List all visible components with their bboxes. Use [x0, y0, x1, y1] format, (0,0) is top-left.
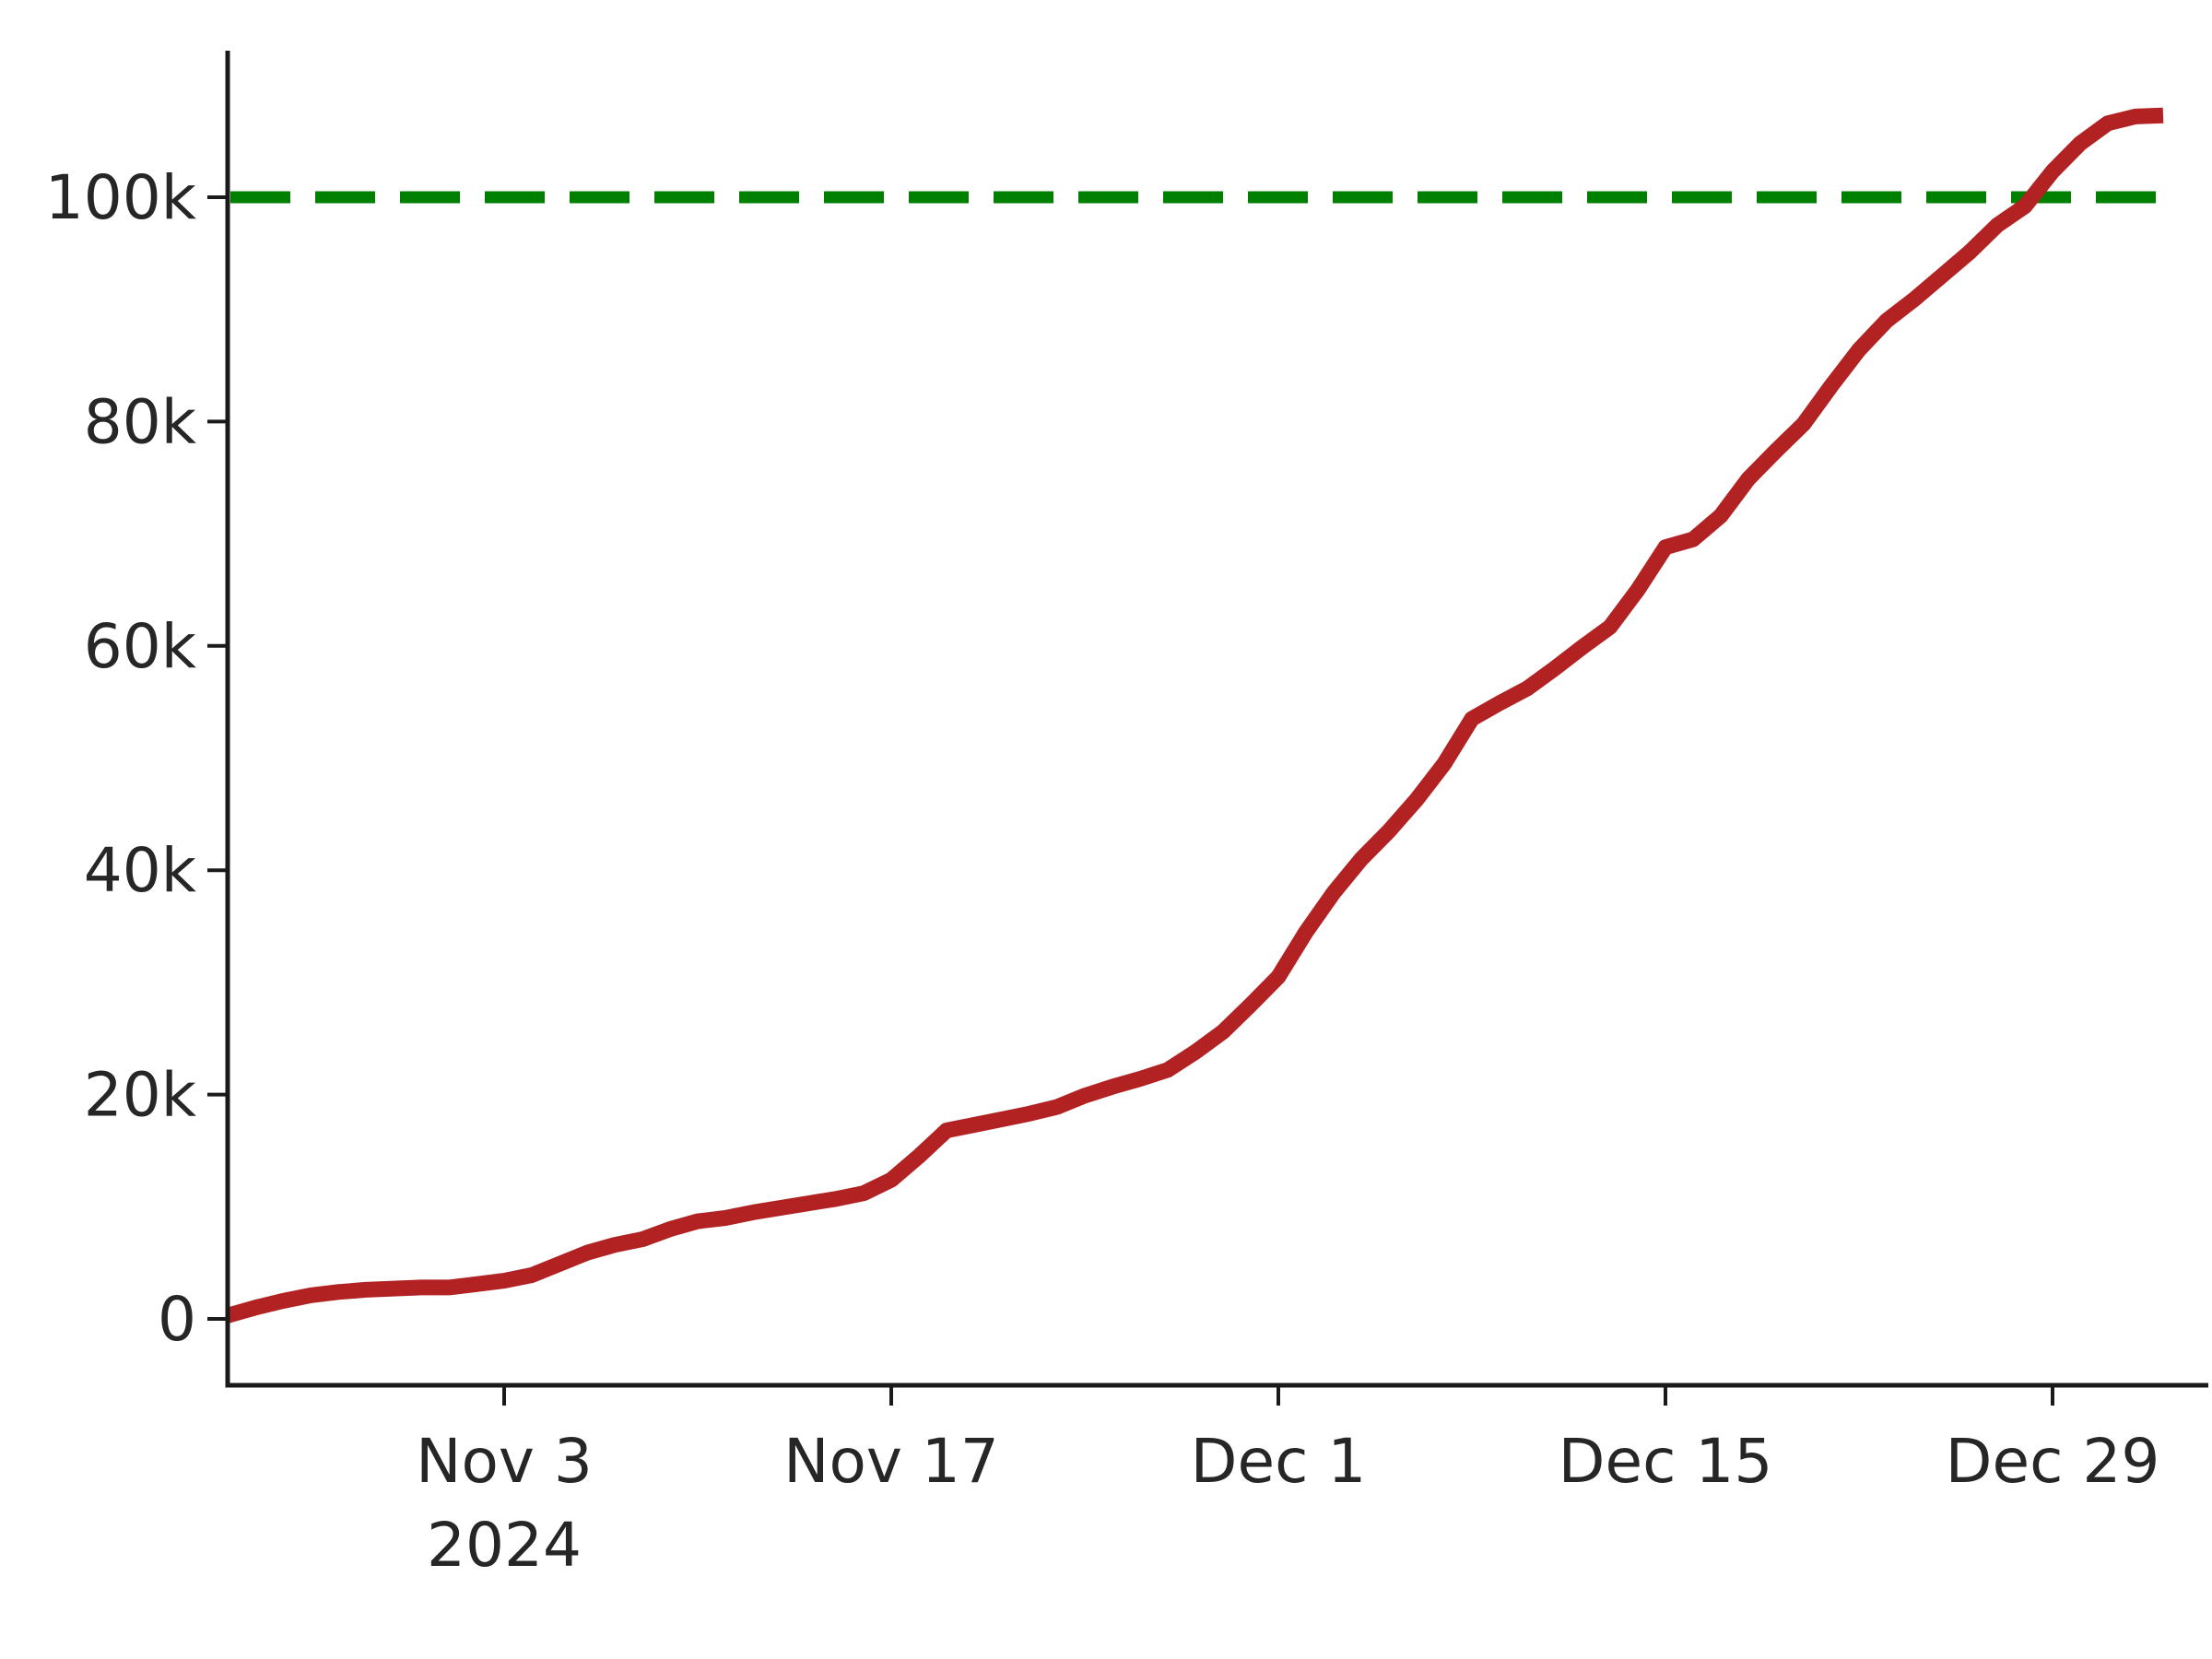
y-tick-label: 40k: [84, 835, 197, 906]
y-tick-label: 0: [158, 1284, 196, 1355]
series-line: [225, 107, 2164, 1324]
x-tick-label: Dec 15: [1559, 1426, 1773, 1497]
x-tick-label: Dec 29: [1946, 1426, 2160, 1497]
y-tick-label: 100k: [45, 162, 197, 233]
x-tick-label: Dec 1: [1191, 1426, 1367, 1497]
x-tick-label: Nov 3: [416, 1426, 593, 1497]
x-tick-label: Nov 17: [783, 1426, 999, 1497]
y-tick-label: 80k: [84, 386, 197, 457]
y-tick-label: 20k: [84, 1060, 197, 1131]
x-year-label: 2024: [427, 1510, 582, 1581]
y-tick-label: 60k: [84, 611, 197, 682]
